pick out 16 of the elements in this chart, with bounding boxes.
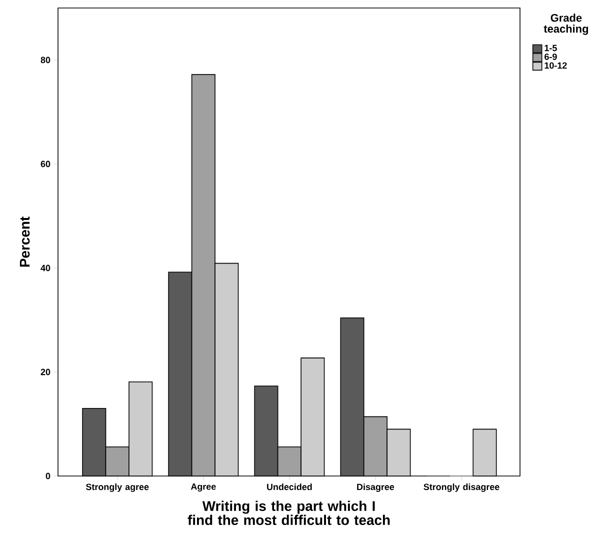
x-tick-label: Agree	[190, 484, 216, 492]
y-tick-label: 0	[46, 472, 50, 480]
x-tick-label: Strongly agree	[86, 484, 149, 492]
legend-label: 10-12	[544, 62, 567, 69]
y-tick-label: 40	[40, 264, 50, 272]
y-tick-label: 80	[40, 56, 50, 64]
x-axis-title: Writing is the part which I find the most difficult to teach	[188, 500, 390, 526]
legend-label: 1-5	[544, 44, 557, 52]
y-tick-label: 20	[40, 368, 50, 376]
x-tick-label: Strongly disagree	[424, 484, 500, 492]
x-tick-label: Disagree	[357, 484, 394, 492]
legend-label: 6-9	[544, 54, 557, 60]
y-tick-label: 60	[40, 160, 50, 168]
y-axis-title: Percent	[20, 216, 30, 267]
legend-title: Grade teaching	[544, 14, 588, 35]
x-tick-label: Undecided	[267, 484, 312, 490]
